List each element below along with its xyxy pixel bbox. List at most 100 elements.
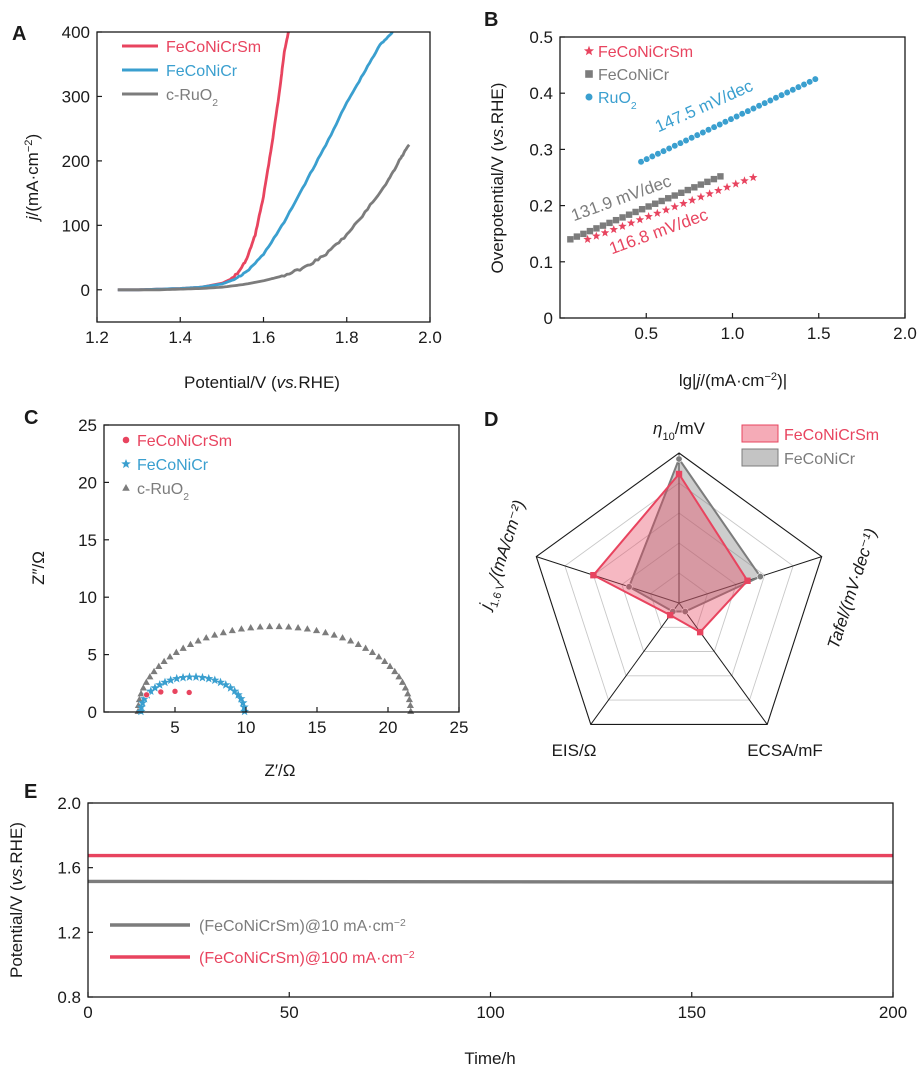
radar-spoke <box>536 556 680 604</box>
data-point <box>670 202 680 211</box>
radar-ring <box>592 512 766 677</box>
y-tick-label: 0 <box>544 309 553 328</box>
plot-frame <box>96 31 431 323</box>
data-point <box>303 625 311 632</box>
legend-label: c-RuO2 <box>137 481 189 503</box>
data-point <box>256 623 264 630</box>
data-point <box>338 634 347 641</box>
data-point <box>687 195 697 204</box>
data-point <box>138 698 148 707</box>
data-point <box>592 231 601 240</box>
x-tick-label: 1.8 <box>335 328 359 347</box>
data-point <box>406 701 414 709</box>
radar-ring <box>649 572 709 628</box>
legend-label: FeCoNiCrSm <box>137 433 232 450</box>
panel-a: A 1.2 1.4 1.6 1.8 2.0 0 100 200 300 400 Potential/V… <box>12 23 442 392</box>
data-point <box>599 222 607 229</box>
series-feconicr <box>567 173 724 243</box>
series-line-feconicr <box>117 32 394 292</box>
x-tick-label: 1.4 <box>168 328 192 347</box>
x-tick-label: 1.2 <box>85 328 109 347</box>
y-tick-label: 200 <box>62 152 90 171</box>
data-point <box>354 640 362 648</box>
data-point <box>178 672 188 682</box>
legend-label: FeCoNiCrSm <box>784 427 879 444</box>
x-axis-label: lg|j/(mA·cm−2)| <box>679 371 787 390</box>
data-point <box>362 644 370 651</box>
legend-swatch <box>741 424 779 443</box>
y-tick-label: 10 <box>78 588 97 607</box>
x-tick-label: 15 <box>308 718 327 737</box>
label-part: FeCoNiCr <box>137 457 209 474</box>
label-part: −2 <box>764 371 777 383</box>
data-point <box>347 637 355 644</box>
data-point <box>609 225 619 234</box>
legend-label: FeCoNiCrSm <box>598 44 693 61</box>
data-point <box>171 688 179 695</box>
data-point <box>226 683 236 692</box>
label-part: FeCoNiCrSm <box>598 44 693 61</box>
data-point <box>626 218 636 227</box>
radar-ring <box>535 452 823 725</box>
data-point <box>135 695 143 703</box>
series-group <box>117 32 411 292</box>
y-tick-label: 15 <box>78 531 97 550</box>
label-part: −2 <box>403 950 415 961</box>
data-point <box>247 624 255 631</box>
data-point <box>612 216 620 224</box>
data-point <box>638 206 646 213</box>
data-point <box>398 678 407 685</box>
legend-label: FeCoNiCr <box>137 457 209 474</box>
y-tick-label: 0 <box>88 703 97 722</box>
plot-frame <box>103 424 460 713</box>
label-part: FeCoNiCr <box>166 63 238 80</box>
panel-c: C 5 10 15 20 25 0 5 10 15 20 25 Z′/Ω Z″/Ω FeCoNiCrSm Fe… <box>24 407 468 780</box>
data-point <box>157 688 165 696</box>
radar-vertex <box>675 455 683 463</box>
x-tick-label: 2.0 <box>893 324 917 343</box>
label-part: FeCoNiCrSm <box>137 433 232 450</box>
x-tick-label: 5 <box>170 718 179 737</box>
data-point <box>583 234 592 243</box>
data-point <box>219 628 227 636</box>
data-point <box>691 184 698 191</box>
x-tick-label: 50 <box>280 1003 299 1022</box>
data-point <box>285 623 293 630</box>
data-point <box>237 625 245 632</box>
data-point <box>375 653 383 660</box>
data-point <box>179 644 187 651</box>
label-part: )| <box>777 371 787 390</box>
data-point <box>567 236 574 243</box>
label-part: /mV <box>675 419 706 438</box>
data-point <box>606 219 613 227</box>
label-part: RHE) <box>488 83 507 125</box>
radar-vertex <box>744 577 751 584</box>
x-axis-label: Potential/V (vs.RHE) <box>184 373 340 392</box>
x-tick-label: 0.5 <box>634 324 658 343</box>
legend-marker <box>583 45 595 56</box>
label-part: j <box>23 215 42 222</box>
y-tick-label: 0.8 <box>57 988 81 1007</box>
data-point <box>748 173 758 182</box>
y-tick-label: 0.4 <box>529 84 553 103</box>
data-point <box>236 693 246 703</box>
y-tick-label: 5 <box>88 646 97 665</box>
x-tick-label: 25 <box>450 718 469 737</box>
data-point <box>142 678 150 685</box>
data-point <box>714 186 723 195</box>
data-point <box>618 221 627 230</box>
label-part: ) <box>23 134 42 140</box>
label-part: vs. <box>7 864 26 886</box>
data-point <box>635 215 645 224</box>
radar-axis-label: j1.6 V/(mA/cm⁻²) <box>475 498 533 615</box>
x-tick-label: 1.5 <box>807 324 831 343</box>
data-point <box>696 192 706 201</box>
radar-area <box>627 456 762 613</box>
data-point <box>233 690 243 699</box>
data-point <box>275 622 283 630</box>
data-point <box>404 690 412 697</box>
data-point <box>625 211 633 218</box>
y-axis-label: Overpotential/V (vs.RHE) <box>488 83 507 274</box>
data-point <box>731 179 741 188</box>
